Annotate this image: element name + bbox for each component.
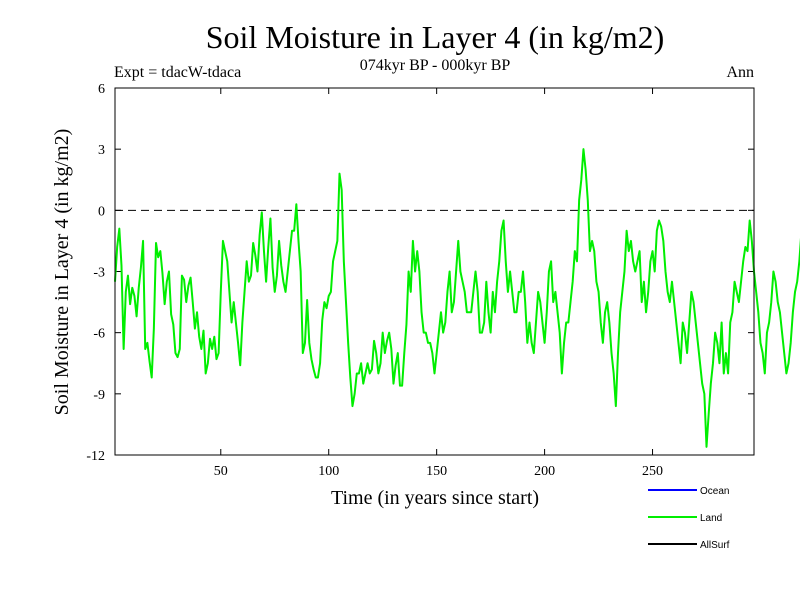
y-tick-label: 0 <box>98 204 105 219</box>
y-tick-label: -3 <box>93 266 105 281</box>
x-tick-label: 50 <box>214 464 228 479</box>
x-tick-label: 100 <box>318 464 339 479</box>
x-axis-label: Time (in years since start) <box>331 487 539 509</box>
series-line-land <box>114 148 800 448</box>
y-tick-label: 3 <box>98 143 105 158</box>
y-tick-label: -9 <box>93 388 105 403</box>
experiment-label: Expt = tdacW-tdaca <box>114 64 241 81</box>
y-tick-label: 6 <box>98 82 105 97</box>
season-label: Ann <box>726 64 754 81</box>
legend-label-ocean: Ocean <box>700 486 729 497</box>
y-tick-label: -12 <box>86 449 105 464</box>
y-axis-label: Soil Moisture in Layer 4 (in kg/m2) <box>51 129 73 416</box>
x-tick-label: 150 <box>426 464 447 479</box>
legend: Ocean Land AllSurf <box>648 486 730 551</box>
legend-label-allsurf: AllSurf <box>700 540 730 551</box>
plot-frame <box>114 87 755 456</box>
plot-area: 6 3 0 -3 -6 -9 -12 50 100 150 200 250 <box>86 82 800 479</box>
y-tick-label: -6 <box>93 327 105 342</box>
x-tick-label: 250 <box>642 464 663 479</box>
legend-label-land: Land <box>700 513 722 524</box>
chart-subtitle: 074kyr BP - 000kyr BP <box>360 57 511 74</box>
x-tick-label: 200 <box>534 464 555 479</box>
chart-title: Soil Moisture in Layer 4 (in kg/m2) <box>206 19 665 55</box>
